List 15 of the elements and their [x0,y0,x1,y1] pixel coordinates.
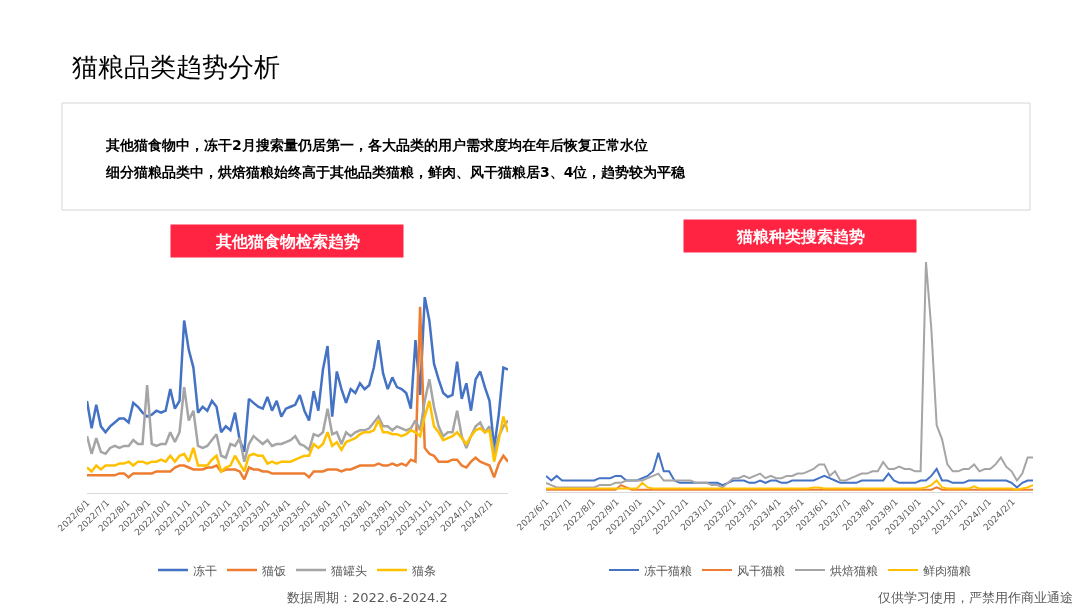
legend-label: 猫饭 [262,563,286,578]
text: 猫粮品类趋势分析 [72,52,280,82]
legend-label: 烘焙猫粮 [830,563,878,578]
chart-title: 猫粮种类搜索趋势 [735,226,865,246]
legend-label: 猫罐头 [331,563,367,578]
text: 细分猫粮品类中，烘焙猫粮始终高于其他品类猫粮，鲜肉、风干猫粮居3、4位，趋势较为平稳 [105,164,687,180]
legend-label: 鲜肉猫粮 [923,563,971,578]
legend-label: 冻干猫粮 [644,563,692,578]
legend-label: 冻干 [193,563,217,578]
legend-label: 风干猫粮 [737,563,785,578]
text: 数据周期：2022.6-2024.2 [287,590,448,605]
chart-title: 其他猫食物检索趋势 [214,231,360,251]
text: 仅供学习使用，严禁用作商业通途 [878,590,1073,605]
text: 其他猫食物中，冻干2月搜索量仍居第一，各大品类的用户需求度均在年后恢复正常水位 [105,137,648,153]
legend-label: 猫条 [412,563,436,578]
